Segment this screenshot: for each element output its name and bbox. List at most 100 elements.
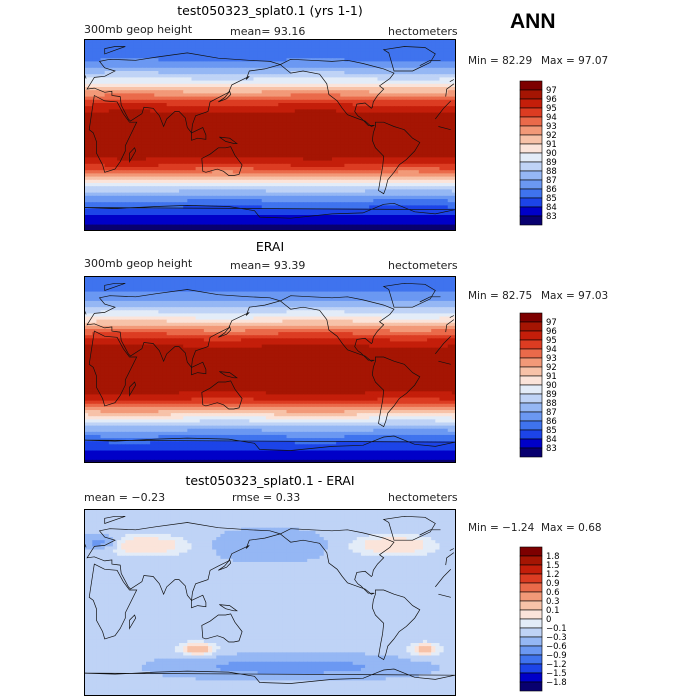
map-cell xyxy=(220,128,226,133)
map-cell xyxy=(381,205,387,210)
map-cell xyxy=(290,205,296,210)
map-cell xyxy=(435,77,441,82)
map-cell xyxy=(84,99,89,104)
map-cell xyxy=(332,87,337,91)
map-cell xyxy=(187,125,193,130)
map-cell xyxy=(348,135,354,139)
map-cell xyxy=(356,202,362,206)
map-cell xyxy=(141,179,147,184)
map-cell xyxy=(402,154,407,158)
map-cell xyxy=(220,80,226,85)
map-cell xyxy=(298,87,304,91)
map-cell xyxy=(406,135,412,139)
map-cell xyxy=(307,208,312,213)
map-cell xyxy=(439,208,445,213)
map-cell xyxy=(253,106,259,110)
map-cell xyxy=(183,58,188,62)
map-cell xyxy=(410,135,416,139)
map-cell xyxy=(356,144,362,149)
map-cell xyxy=(170,51,176,56)
map-cell xyxy=(199,170,205,174)
map-cell xyxy=(133,199,139,203)
map-cell xyxy=(356,99,362,104)
map-cell xyxy=(451,112,456,117)
map-cell xyxy=(402,71,407,75)
map-cell xyxy=(108,39,114,43)
map-cell xyxy=(270,154,275,158)
map-cell xyxy=(216,119,221,123)
map-cell xyxy=(294,151,300,155)
map-cell xyxy=(125,141,131,146)
map-cell xyxy=(398,138,403,142)
map-cell xyxy=(137,90,143,94)
map-cell xyxy=(261,189,267,194)
map-cell xyxy=(451,39,456,43)
map-cell xyxy=(344,208,350,213)
map-cell xyxy=(282,77,288,82)
map-cell xyxy=(104,61,110,66)
map-cell xyxy=(414,202,420,206)
map-cell xyxy=(195,58,201,62)
map-cell xyxy=(377,157,383,162)
map-cell xyxy=(232,112,238,117)
map-cell xyxy=(121,119,126,123)
map-cell xyxy=(265,99,271,104)
map-cell xyxy=(154,186,159,190)
map-cell xyxy=(278,90,283,94)
map-cell xyxy=(187,176,193,181)
map-cell xyxy=(336,167,341,171)
map-cell xyxy=(406,183,412,187)
map-cell xyxy=(298,192,304,197)
map-cell xyxy=(385,195,391,200)
map-cell xyxy=(274,42,279,46)
map-cell xyxy=(232,115,238,120)
map-cell xyxy=(232,67,238,72)
map-cell xyxy=(257,64,263,69)
map-cell xyxy=(150,64,155,69)
map-cell xyxy=(216,74,221,78)
map-cell xyxy=(100,80,106,85)
map-cell xyxy=(154,39,159,43)
map-cell xyxy=(278,96,283,101)
map-cell xyxy=(166,186,172,190)
map-cell xyxy=(245,42,250,46)
map-cell xyxy=(286,96,292,101)
map-cell xyxy=(253,58,259,62)
map-cell xyxy=(129,131,135,136)
map-cell xyxy=(369,160,374,165)
map-cell xyxy=(385,90,391,94)
map-cell xyxy=(183,183,188,187)
map-cell xyxy=(216,55,221,59)
map-cell xyxy=(241,67,246,72)
map-cell xyxy=(150,71,155,75)
map-cell xyxy=(332,183,337,187)
map-cell xyxy=(332,109,337,114)
map-cell xyxy=(340,167,345,171)
map-cell xyxy=(261,48,267,53)
map-cell xyxy=(278,154,283,158)
map-cell xyxy=(228,189,234,194)
map-cell xyxy=(443,119,449,123)
map-cell xyxy=(112,192,118,197)
map-cell xyxy=(414,151,420,155)
map-cell xyxy=(257,122,263,126)
map-cell xyxy=(137,202,143,206)
map-cell xyxy=(162,215,168,219)
map-cell xyxy=(303,208,308,213)
map-cell xyxy=(112,195,118,200)
map-cell xyxy=(112,119,118,123)
map-cell xyxy=(208,176,213,181)
map-cell xyxy=(270,135,275,139)
map-cell xyxy=(315,189,321,194)
map-cell xyxy=(88,99,93,104)
map-cell xyxy=(344,151,350,155)
map-cell xyxy=(439,186,445,190)
map-cell xyxy=(290,90,296,94)
map-cell xyxy=(241,135,246,139)
map-cell xyxy=(241,179,246,184)
map-cell xyxy=(311,74,317,78)
map-cell xyxy=(443,170,449,174)
map-cell xyxy=(381,115,387,120)
map-cell xyxy=(431,61,436,66)
map-cell xyxy=(356,154,362,158)
